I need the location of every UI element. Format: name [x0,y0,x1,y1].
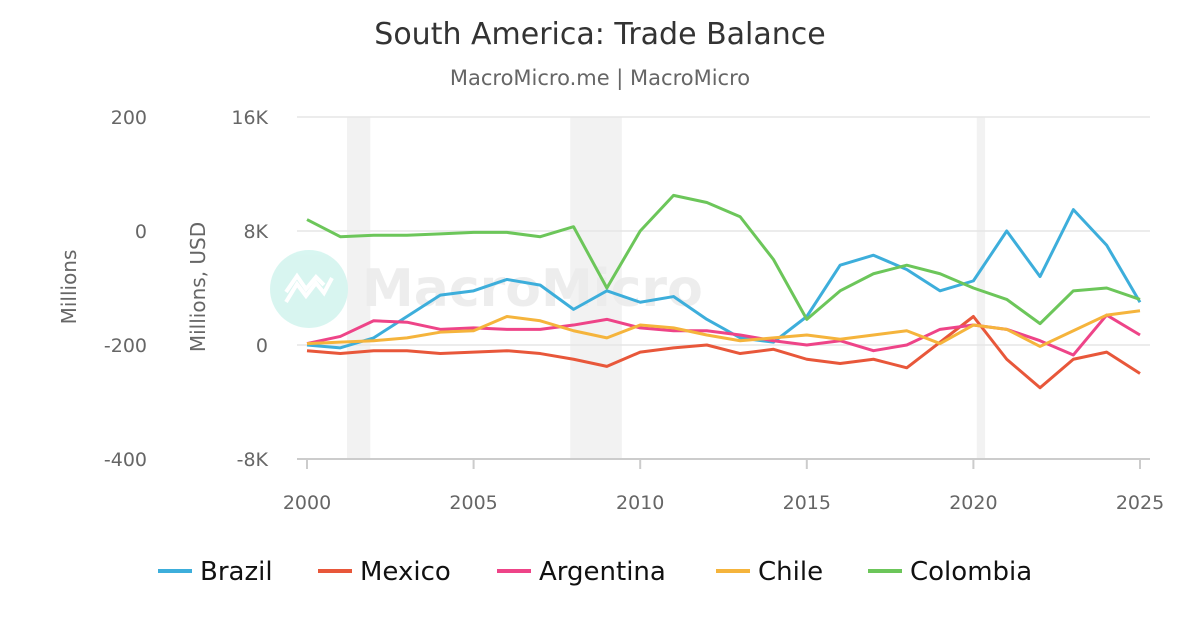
svg-text:MacroMicro: MacroMicro [362,259,703,319]
recession-band [976,117,986,459]
y-left-tick-label: -400 [104,449,147,471]
legend-item-argentina[interactable]: Argentina [539,557,666,587]
recession-band [346,117,371,459]
series-line-chile [306,309,1141,348]
y-left-tick-label: 0 [135,221,147,243]
legend-item-chile[interactable]: Chile [758,557,823,587]
chart-subtitle: MacroMicro.me | MacroMicro [450,66,750,91]
series-line-colombia [306,193,1141,326]
y-right-tick-label: -8K [237,449,269,471]
x-tick-label: 2025 [1116,492,1164,514]
y-left-tick-label: 200 [111,107,147,129]
x-tick-label: 2020 [949,492,997,514]
y-right-tick-label: 8K [243,221,268,243]
chart-title: South America: Trade Balance [374,17,825,52]
legend-item-mexico[interactable]: Mexico [360,557,451,587]
y-right-tick-label: 16K [231,107,268,129]
y-left-tick-label: -200 [104,335,147,357]
recession-band [570,117,622,459]
legend-item-brazil[interactable]: Brazil [200,557,273,587]
x-tick-label: 2015 [783,492,831,514]
legend-item-colombia[interactable]: Colombia [910,557,1032,587]
y-right-tick-label: 0 [256,335,268,357]
x-tick-label: 2000 [283,492,331,514]
series-line-brazil [306,208,1142,350]
y-right-axis-label: Millions, USD [186,222,210,352]
x-tick-label: 2010 [616,492,664,514]
x-tick-label: 2005 [449,492,497,514]
macromicro-watermark: MacroMicro [270,250,703,328]
y-left-axis-label: Millions [57,250,81,325]
series-line-mexico [306,315,1141,390]
